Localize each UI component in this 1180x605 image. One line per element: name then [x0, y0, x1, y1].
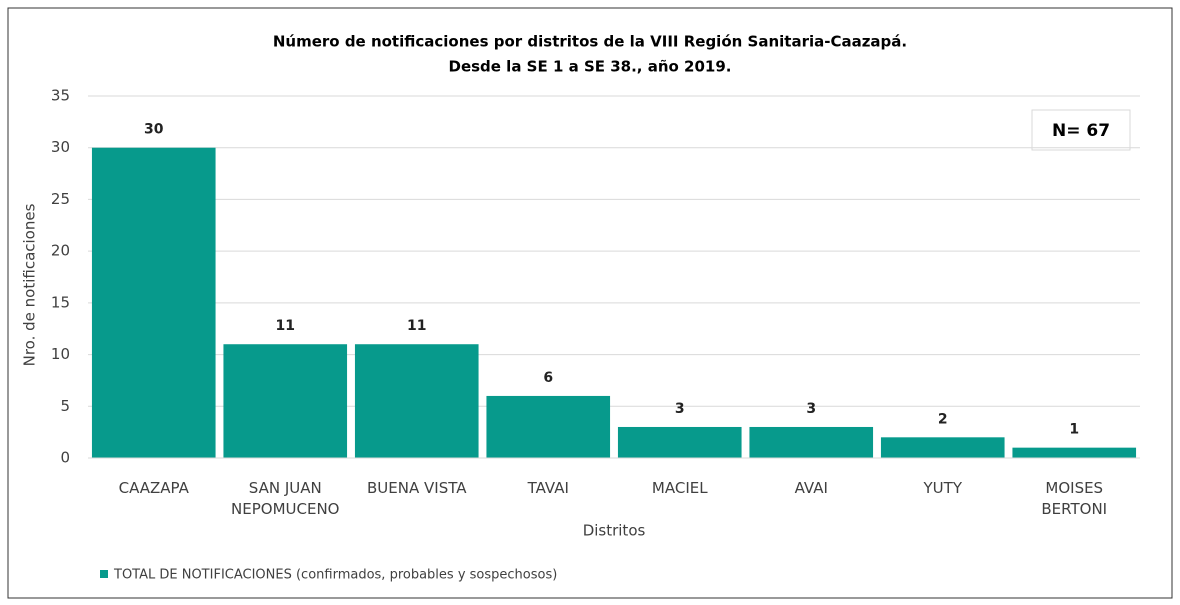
- value-label: 1: [1069, 422, 1079, 438]
- legend-swatch: [100, 570, 108, 578]
- y-tick-label: 20: [51, 242, 70, 260]
- bar: [91, 147, 216, 458]
- x-axis-label: Distritos: [583, 522, 646, 540]
- bar: [880, 437, 1005, 458]
- x-tick-label: AVAI: [795, 479, 828, 497]
- x-tick-label: YUTY: [923, 479, 963, 497]
- value-label: 11: [276, 318, 295, 334]
- x-tick-label: TAVAI: [527, 479, 569, 497]
- value-label: 3: [806, 401, 816, 417]
- y-tick-label: 0: [60, 449, 70, 467]
- y-tick-label: 25: [51, 190, 70, 208]
- y-tick-label: 35: [51, 87, 70, 105]
- bar: [1012, 447, 1137, 458]
- y-tick-label: 30: [51, 138, 70, 156]
- annotation-box: [1031, 109, 1131, 151]
- y-tick-label: 5: [60, 397, 70, 415]
- x-tick-label: MOISES BERTONI: [1041, 479, 1107, 518]
- x-tick-label: SAN JUAN NEPOMUCENO: [231, 479, 339, 518]
- value-label: 11: [407, 318, 426, 334]
- value-label: 2: [938, 411, 948, 427]
- value-label: 30: [144, 122, 164, 138]
- bar: [354, 344, 479, 458]
- x-tick-label: MACIEL: [652, 479, 708, 497]
- bar: [223, 344, 348, 458]
- value-label: 3: [675, 401, 685, 417]
- frame: [7, 7, 1173, 599]
- legend-label: TOTAL DE NOTIFICACIONES (confirmados, pr…: [113, 568, 557, 583]
- bar: [617, 426, 742, 458]
- x-tick-label: CAAZAPA: [119, 479, 190, 497]
- bar: [749, 426, 874, 458]
- bar: [486, 395, 611, 458]
- annotation: N= 67: [1052, 121, 1110, 141]
- x-tick-label: BUENA VISTA: [367, 479, 467, 497]
- chart-title: Número de notificaciones por distritos d…: [273, 33, 907, 51]
- chart-subtitle: Desde la SE 1 a SE 38., año 2019.: [449, 58, 732, 76]
- value-label: 6: [543, 370, 553, 386]
- y-tick-label: 15: [51, 293, 70, 311]
- y-axis-label: Nro. de notificaciones: [21, 203, 39, 366]
- y-tick-label: 10: [51, 345, 70, 363]
